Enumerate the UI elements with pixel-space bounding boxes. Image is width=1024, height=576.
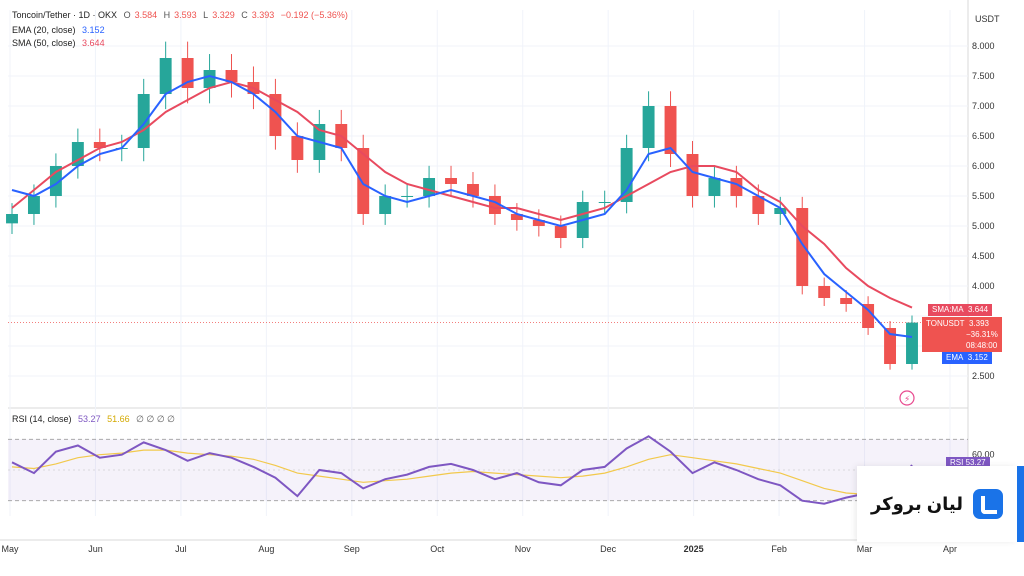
rsi-tick-label: 60.00 (972, 450, 995, 460)
chart-grid (0, 0, 1024, 541)
ton-price-tag: TONUSDT 3.393 −36.31% 08:48:00 (922, 317, 1002, 352)
legend-ema-value: 3.152 (82, 25, 105, 35)
time-tick-label: Oct (430, 544, 445, 554)
candle-body (510, 214, 523, 220)
legend-rsi-extra: ∅ ∅ ∅ ∅ (136, 414, 176, 424)
time-tick-label: Jun (88, 544, 103, 554)
legend-rsi-ma-value: 51.66 (107, 414, 130, 424)
candle-body (686, 154, 699, 196)
ema-price-tag: EMA 3.152 (942, 352, 992, 364)
candle-body (203, 70, 216, 88)
legend-ema-row: EMA (20, close) 3.152 (12, 25, 109, 35)
candle-body (884, 328, 897, 364)
candle-body (423, 178, 436, 196)
candle-body (467, 184, 479, 196)
price-tick-label: 4.500 (972, 251, 995, 261)
legend-sma-row: SMA (50, close) 3.644 (12, 38, 109, 48)
legend-rsi-value: 53.27 (78, 414, 101, 424)
candle-body (291, 136, 304, 160)
candle-body (445, 178, 457, 184)
price-tick-label: 5.000 (972, 221, 995, 231)
time-tick-label: Nov (515, 544, 532, 554)
time-axis[interactable]: May Jun Jul Aug Sep Oct Nov Dec 2025 Feb Mar Apr (1, 544, 957, 554)
price-tick-label: 7.500 (972, 71, 995, 81)
candle-body (93, 142, 106, 148)
brand-panel[interactable]: لیان بروکر (857, 466, 1017, 542)
brand-logo-icon (973, 489, 1003, 519)
lightning-icon[interactable] (899, 390, 915, 406)
time-tick-label: 2025 (684, 544, 704, 554)
legend-rsi-row: RSI (14, close) 53.27 51.66 ∅ ∅ ∅ ∅ (12, 414, 179, 425)
candle-body (752, 196, 765, 214)
price-tick-label: 8.000 (972, 41, 995, 51)
candle-body (379, 196, 392, 214)
candle-body (840, 298, 853, 304)
legend-sma-value: 3.644 (82, 38, 105, 48)
candle-body (862, 304, 875, 328)
legend-rsi-label: RSI (14, close) (12, 414, 72, 424)
legend-high: 3.593 (174, 10, 197, 20)
candle-body (642, 106, 655, 148)
time-tick-label: Dec (600, 544, 617, 554)
price-tick-label: 2.500 (972, 371, 995, 381)
candle-body (27, 196, 40, 214)
candle-body (554, 226, 567, 238)
candle-body (598, 202, 611, 203)
time-tick-label: May (1, 544, 19, 554)
sma-price-tag: SMA:MA 3.644 (928, 304, 993, 316)
legend-sma-label: SMA (50, close) (12, 38, 76, 48)
legend-open: 3.584 (134, 10, 158, 20)
candle-body (796, 208, 809, 286)
legend-change: −0.192 (−5.36%) (280, 10, 348, 20)
candle-body (488, 196, 501, 214)
candle-body (159, 58, 172, 94)
candle-body (6, 214, 18, 224)
candle-body (906, 322, 918, 364)
candle-body (225, 70, 238, 82)
candle-body (181, 58, 194, 88)
time-tick-label: Sep (344, 544, 360, 554)
candle-body (818, 286, 831, 298)
time-tick-label: Mar (857, 544, 873, 554)
legend-symbol: Toncoin/Tether · 1D · OKX (12, 10, 118, 20)
lightning-glyph: ⚡ (904, 394, 910, 404)
candle-body (664, 106, 677, 154)
candle-body (730, 178, 743, 196)
time-tick-label: Jul (175, 544, 187, 554)
candle-body (401, 196, 414, 197)
time-tick-label: Feb (771, 544, 787, 554)
candle-body (532, 220, 545, 226)
legend-close: 3.393 (251, 10, 275, 20)
price-tick-label: 6.000 (972, 161, 995, 171)
time-tick-label: Apr (943, 544, 957, 554)
ema20-line (11, 74, 913, 338)
legend-symbol-row: Toncoin/Tether · 1D · OKX O 3.584 H 3.593 … (12, 10, 348, 20)
candle-body (620, 148, 633, 202)
rsi-line (11, 435, 913, 505)
candle-body (137, 94, 150, 148)
indicator-lines (11, 74, 913, 338)
price-tick-label: 6.500 (972, 131, 995, 141)
candle-body (49, 166, 62, 196)
price-tick-label: 7.000 (972, 101, 995, 111)
legend-low: 3.329 (212, 10, 235, 20)
candle-body (708, 178, 721, 196)
rsi-panel (8, 435, 968, 505)
rsi-ma-line (11, 449, 913, 497)
candle-body (269, 94, 282, 136)
legend-ema-label: EMA (20, close) (12, 25, 76, 35)
sma50-line (11, 80, 913, 309)
price-tick-label: 5.500 (972, 191, 995, 201)
brand-name: لیان بروکر (870, 493, 963, 514)
price-axis[interactable]: 2.500 4.000 4.500 5.000 5.500 6.000 6.500 7.000… (972, 41, 995, 460)
candle-body (357, 148, 370, 214)
brand-accent-bar (1017, 466, 1024, 542)
candle-body (774, 208, 787, 214)
price-tick-label: 4.000 (972, 281, 995, 291)
time-tick-label: Aug (258, 544, 274, 554)
candle-body (71, 142, 84, 166)
axis-currency: USDT (975, 14, 1000, 24)
